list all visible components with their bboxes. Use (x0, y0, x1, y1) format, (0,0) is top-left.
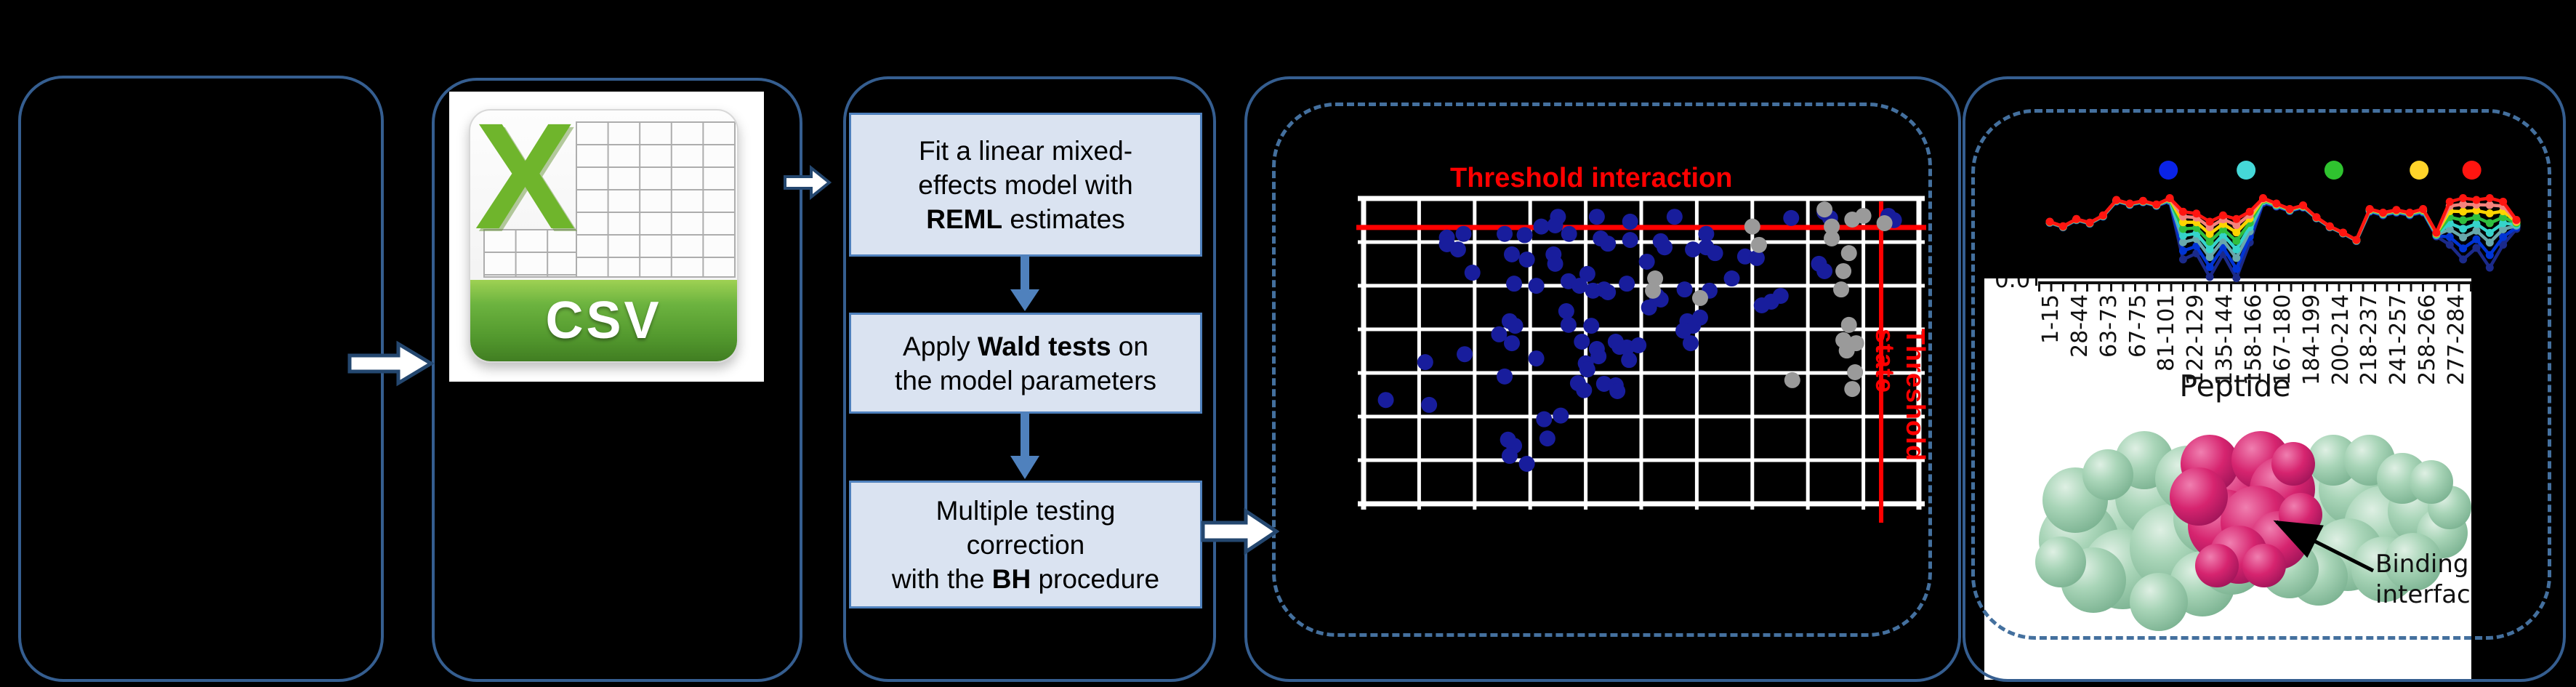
threshold-state-label: Threshold state (1870, 329, 1931, 462)
threshold-interaction-label: Threshold interaction (1450, 163, 1733, 193)
stage-box-1 (18, 76, 384, 682)
spreadsheet-grid-right (576, 121, 736, 278)
down-arrow-2 (1010, 412, 1039, 479)
peptide-tick-label: 1-15 (2038, 294, 2064, 345)
binding-interface-arrow (2273, 520, 2375, 573)
peptide-tick-label: 277-284 (2443, 294, 2469, 386)
x-axis-line (2038, 281, 2471, 284)
stage-arrow-3 (1201, 507, 1279, 555)
csv-banner-label: CSV (545, 292, 662, 350)
y-axis-stub (2035, 278, 2037, 286)
csv-banner: CSV (470, 280, 737, 361)
binding-interface-label: Binding interface (2375, 550, 2471, 609)
spreadsheet-grid-left (483, 229, 577, 278)
down-arrow-1 (1010, 254, 1039, 311)
flow-step-bh: Multiple testing correction with the BH pr… (849, 481, 1202, 608)
peptide-tick-label: 258-266 (2415, 294, 2441, 386)
peptide-tick-label: 241-257 (2386, 294, 2412, 386)
deuterium-uptake-chart (2045, 161, 2521, 282)
flow-step-reml: Fit a linear mixed-effects model with REM… (849, 113, 1202, 257)
x-axis-title: Peptide (2179, 369, 2291, 403)
excel-x-icon: X (475, 109, 576, 261)
peptide-panel-image: 0.0 1-15 28-44 63-73 67-75 81-101 122-129 135-… (1984, 278, 2471, 680)
volcano-scatter-plot (1356, 196, 1926, 523)
csv-file-icon: X CSV (469, 109, 738, 363)
csv-image-backdrop: X CSV (449, 92, 764, 382)
protein-structure-image (2035, 431, 2471, 631)
stage-arrow-2 (784, 165, 832, 200)
flow-step-wald: Apply Wald tests on the model parameters (849, 313, 1202, 414)
stage-arrow-1 (347, 340, 435, 387)
protein-binding-region-magenta (2170, 431, 2322, 587)
x-axis-ticks (2038, 284, 2471, 292)
y-axis-tick-label: 0.0 (1995, 278, 2031, 293)
